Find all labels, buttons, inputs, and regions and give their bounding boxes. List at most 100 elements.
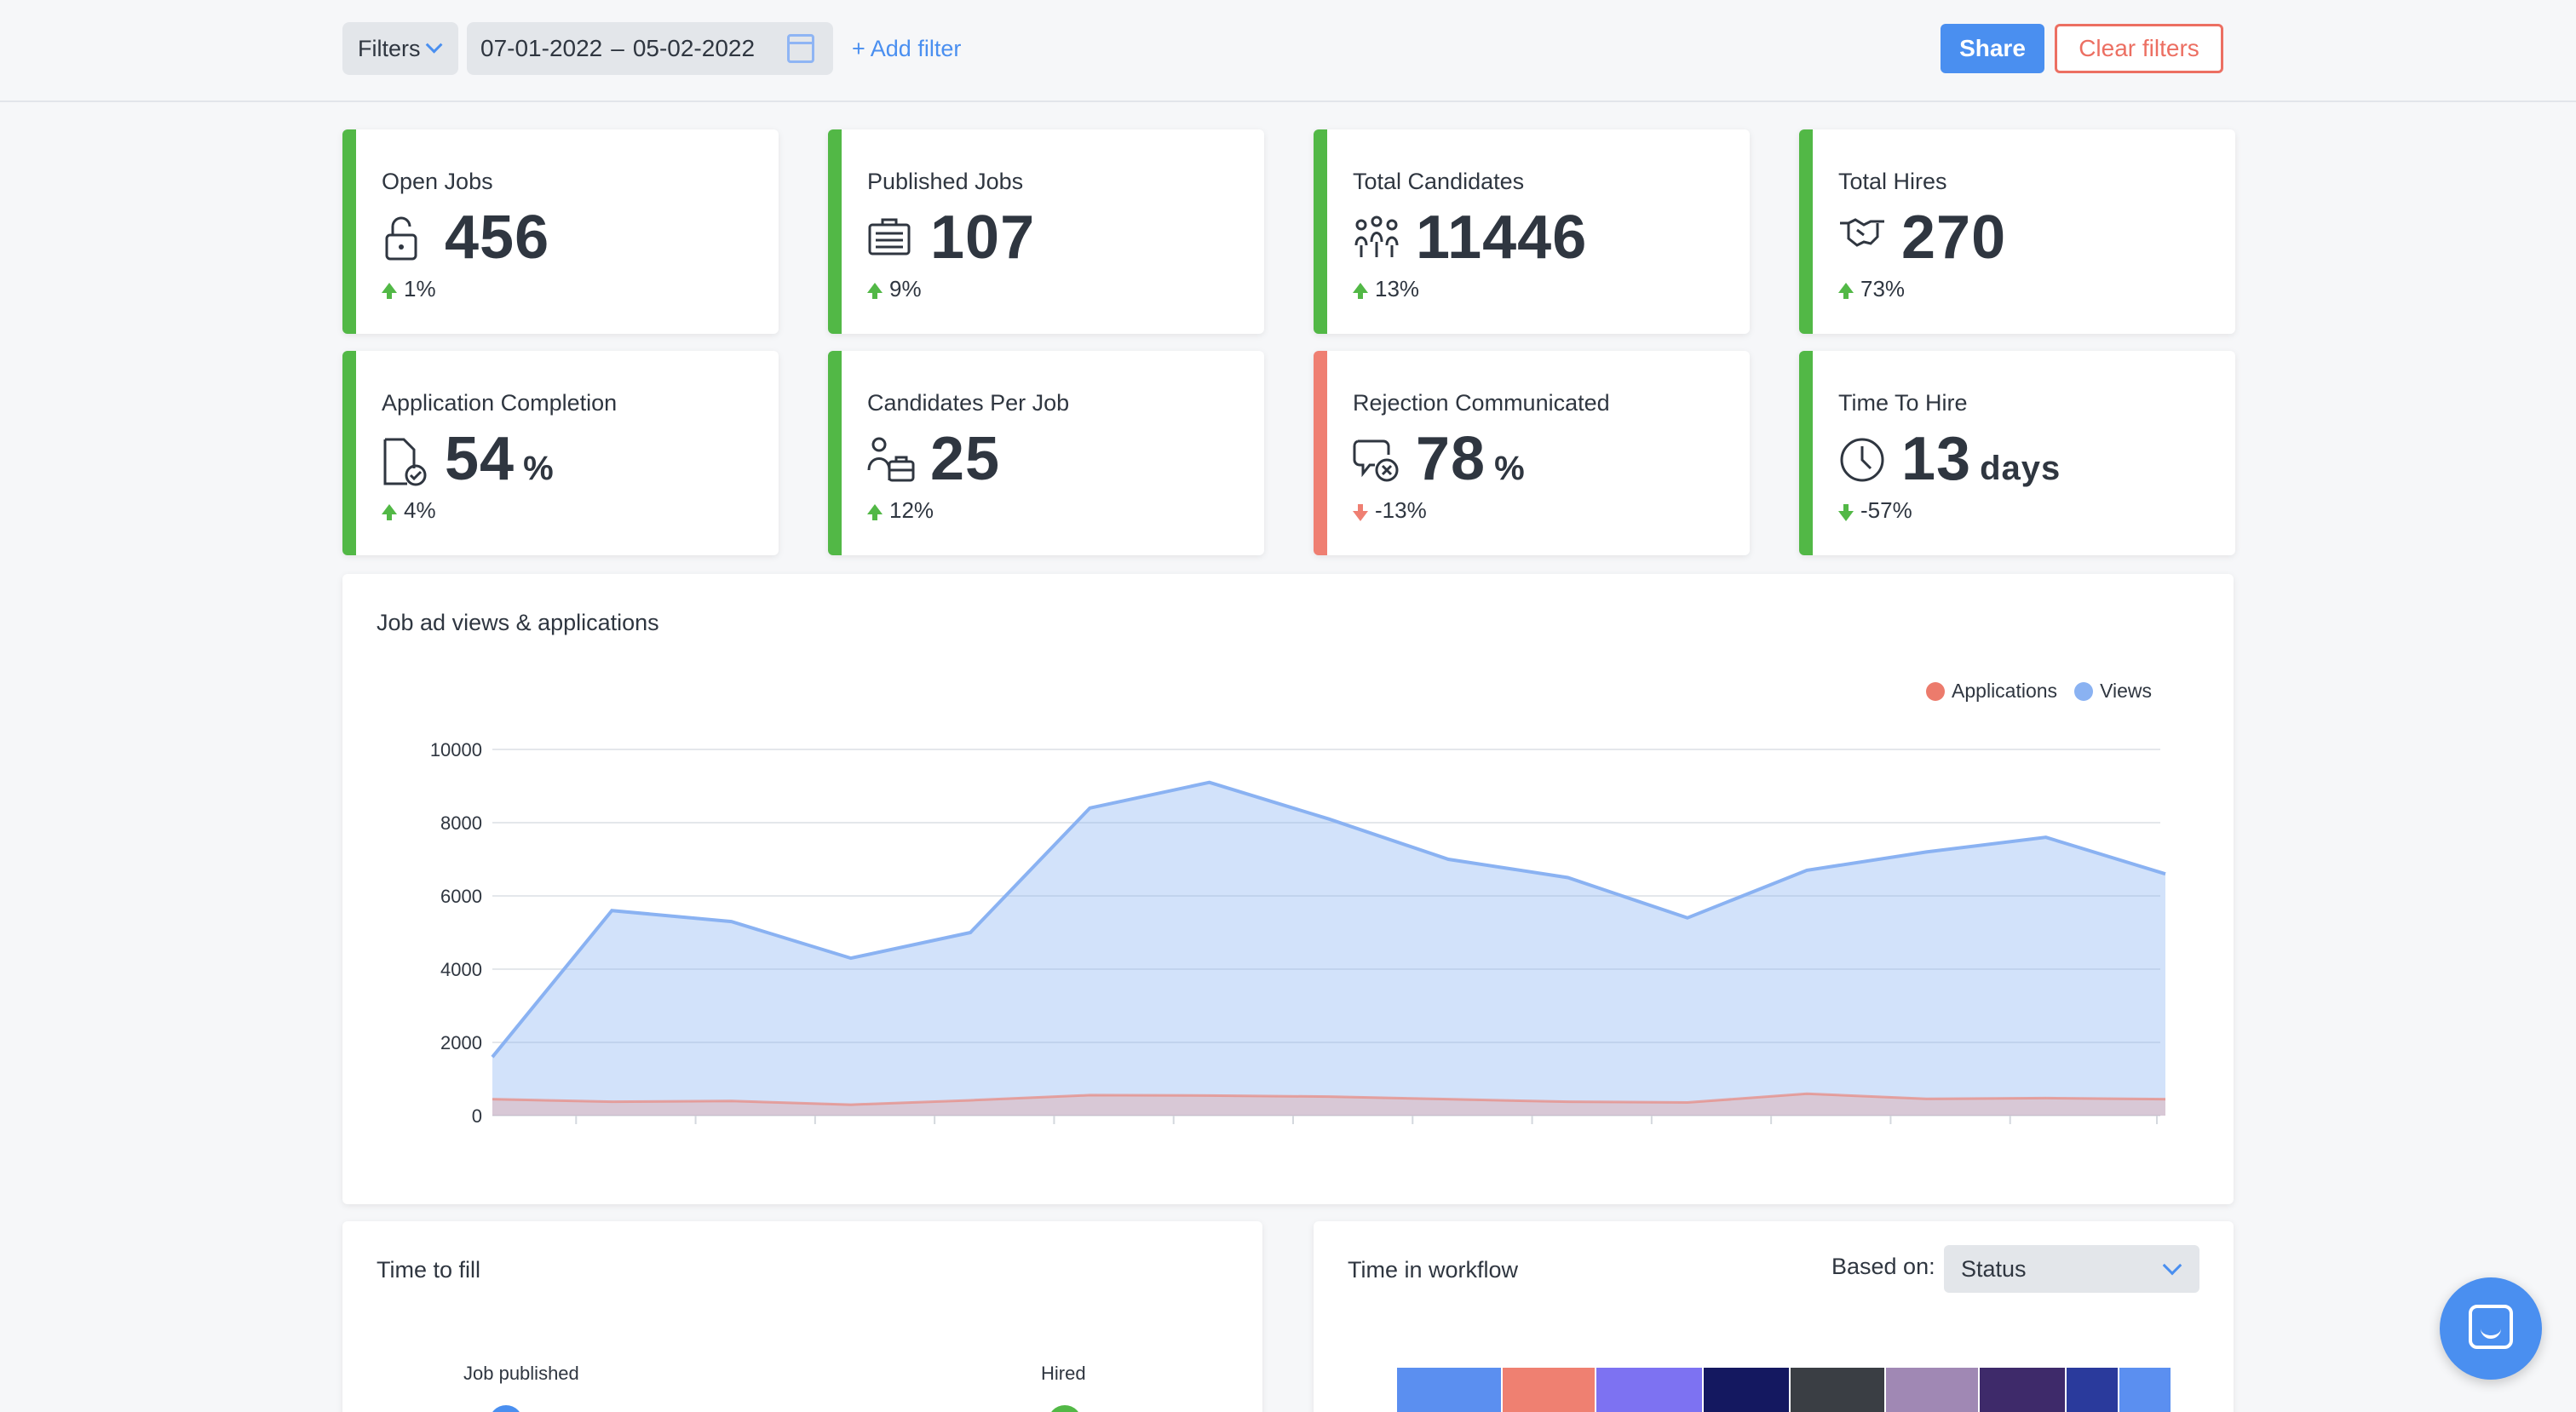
calendar-icon[interactable] (787, 34, 814, 63)
kpi-card[interactable]: Total Hires 270 73% (1799, 129, 2235, 334)
area-views (492, 782, 2165, 1116)
workflow-segment[interactable] (1791, 1368, 1884, 1412)
filters-label: Filters (358, 35, 421, 61)
kpi-delta: -57% (1838, 497, 1912, 524)
y-tick-label: 2000 (440, 1032, 482, 1053)
chart-title: Job ad views & applications (377, 610, 659, 635)
time-in-workflow-title: Time in workflow (1348, 1257, 1519, 1283)
kpi-value: 107 (930, 203, 1035, 273)
chat-icon (2469, 1305, 2513, 1349)
arrow-up-icon (867, 503, 883, 520)
kpi-value: 78% (1416, 424, 1526, 494)
workflow-segment[interactable] (2067, 1368, 2118, 1412)
kpi-card[interactable]: Total Candidates 11446 13% (1314, 129, 1750, 334)
workflow-segment[interactable] (1596, 1368, 1702, 1412)
kpi-delta: -13% (1353, 497, 1427, 524)
kpi-number: 456 (445, 204, 550, 272)
kpi-delta: 12% (867, 497, 934, 524)
kpi-title: Time To Hire (1838, 390, 1968, 416)
clear-filters-button[interactable]: Clear filters (2055, 24, 2223, 73)
legend-label-applications: Applications (1952, 680, 2058, 702)
kpi-title: Application Completion (382, 390, 618, 416)
kpi-value: 270 (1901, 203, 2006, 273)
kpi-number: 54 (445, 425, 515, 493)
kpi-unit: days (1980, 450, 2061, 487)
y-tick-label: 4000 (440, 959, 482, 980)
workflow-segment[interactable] (2119, 1368, 2171, 1412)
based-on-label: Based on: (1831, 1254, 1935, 1279)
kpi-title: Open Jobs (382, 169, 493, 194)
clock-icon (1838, 436, 1886, 484)
arrow-up-icon (1838, 282, 1854, 299)
workflow-segment[interactable] (1503, 1368, 1595, 1412)
arrow-up-icon (1353, 282, 1368, 299)
kpi-title: Total Candidates (1353, 169, 1525, 194)
handshake-icon (1838, 215, 1886, 262)
kpi-number: 107 (930, 204, 1036, 272)
kpi-delta: 73% (1838, 276, 1905, 302)
kpi-delta-value: -57% (1860, 497, 1912, 523)
time-to-fill-panel: Time to fill Job published Hired (342, 1221, 1262, 1412)
views-dot-icon (2074, 681, 2094, 701)
date-separator: – (611, 35, 624, 61)
workflow-segment[interactable] (1397, 1368, 1501, 1412)
kpi-card[interactable]: Rejection Communicated 78% -13% (1314, 351, 1750, 555)
people-icon (1353, 215, 1400, 262)
workflow-segment[interactable] (1886, 1368, 1978, 1412)
kpi-title: Candidates Per Job (867, 390, 1070, 416)
arrow-up-icon (867, 282, 883, 299)
kpi-value: 13 days (1901, 424, 2061, 494)
kpi-number: 270 (1901, 204, 2007, 272)
kpi-delta-value: 9% (889, 276, 922, 301)
legend-item-views[interactable]: Views (2074, 680, 2152, 703)
arrow-down-icon (1838, 503, 1854, 521)
message-x-icon (1353, 436, 1400, 484)
workflow-segment[interactable] (1980, 1368, 2065, 1412)
views-applications-panel: Job ad views & applications Applications… (342, 574, 2234, 1204)
kpi-number: 25 (930, 425, 1001, 493)
date-start: 07-01-2022 (480, 35, 603, 61)
kpi-value: 54% (445, 424, 555, 494)
filters-dropdown[interactable]: Filters (342, 22, 458, 75)
kpi-card[interactable]: Candidates Per Job 25 12% (828, 351, 1264, 555)
based-on-value: Status (1961, 1255, 2027, 1282)
kpi-card[interactable]: Application Completion 54% 4% (342, 351, 779, 555)
kpi-delta: 4% (382, 497, 436, 524)
y-tick-label: 8000 (440, 812, 482, 834)
kpi-card[interactable]: Open Jobs 456 1% (342, 129, 779, 334)
kpi-unit: % (523, 450, 555, 487)
time-to-fill-title: Time to fill (377, 1257, 481, 1283)
kpi-card[interactable]: Published Jobs 107 9% (828, 129, 1264, 334)
kpi-card[interactable]: Time To Hire 13 days -57% (1799, 351, 2235, 555)
share-button[interactable]: Share (1941, 24, 2044, 73)
date-range-picker[interactable]: 07-01-2022 – 05-02-2022 (467, 22, 833, 75)
kpi-title: Rejection Communicated (1353, 390, 1610, 416)
kpi-value: 11446 (1416, 203, 1587, 273)
chevron-down-icon (2162, 1255, 2182, 1276)
hired-label: Hired (1041, 1363, 1086, 1384)
add-filter-link[interactable]: + Add filter (852, 36, 962, 61)
legend-item-applications[interactable]: Applications (1926, 680, 2057, 703)
briefcase-icon (867, 215, 915, 262)
kpi-delta-value: 4% (404, 497, 436, 523)
chat-launcher-button[interactable] (2440, 1277, 2542, 1380)
arrow-up-icon (382, 282, 397, 299)
top-filter-bar: Filters 07-01-2022 – 05-02-2022 + Add fi… (0, 0, 2576, 102)
job-published-label: Job published (463, 1363, 579, 1384)
document-check-icon (382, 436, 429, 486)
kpi-unit: % (1494, 450, 1526, 487)
kpi-value: 456 (445, 203, 549, 273)
kpi-title: Published Jobs (867, 169, 1024, 194)
kpi-delta-value: 13% (1375, 276, 1420, 301)
based-on-select[interactable]: Status (1944, 1245, 2199, 1293)
job-published-marker (489, 1405, 523, 1412)
kpi-delta-value: 1% (404, 276, 436, 301)
person-briefcase-icon (867, 436, 915, 484)
workflow-segment[interactable] (1704, 1368, 1789, 1412)
chart-legend: Applications Views (1926, 680, 2152, 703)
y-tick-label: 10000 (430, 739, 482, 761)
arrow-down-icon (1353, 503, 1368, 521)
kpi-number: 78 (1416, 425, 1486, 493)
arrow-up-icon (382, 503, 397, 520)
kpi-delta: 9% (867, 276, 922, 302)
